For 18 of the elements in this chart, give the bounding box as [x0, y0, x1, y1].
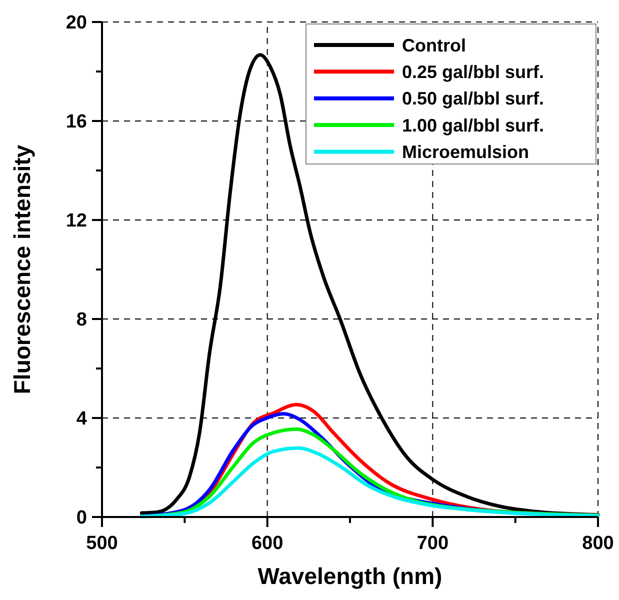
y-tick-label: 4 — [76, 408, 88, 430]
y-axis-title: Fluorescence intensity — [9, 144, 35, 394]
y-tick-label: 8 — [76, 310, 87, 331]
y-tick-label: 12 — [66, 210, 87, 232]
y-tick-label: 16 — [66, 112, 87, 133]
legend-label: 1.00 gal/bbl surf. — [402, 115, 544, 136]
x-tick-label: 600 — [251, 533, 284, 554]
legend-label: 0.25 gal/bbl surf. — [402, 62, 544, 82]
legend-label: 0.50 gal/bbl surf. — [402, 88, 544, 109]
legend-label: Microemulsion — [402, 142, 530, 162]
line-series — [140, 446, 600, 518]
x-tick-label: 500 — [86, 533, 118, 554]
y-tick-label: 0 — [76, 508, 87, 529]
x-tick-label: 800 — [582, 533, 614, 554]
x-axis-title: Wavelength (nm) — [258, 563, 442, 589]
y-tick-label: 20 — [66, 12, 87, 34]
x-tick-label: 700 — [416, 533, 449, 554]
legend-label: Control — [402, 35, 466, 56]
